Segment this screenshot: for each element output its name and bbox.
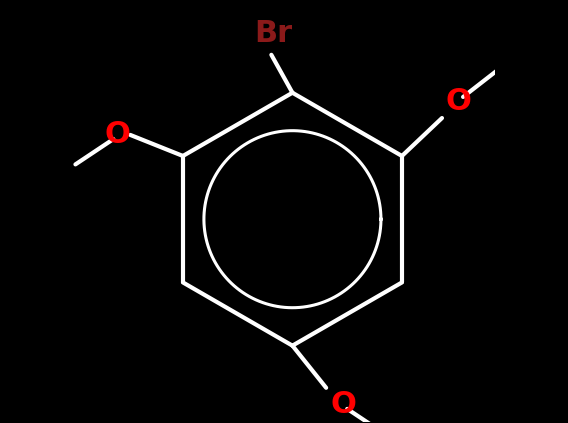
Text: O: O xyxy=(330,390,356,419)
Text: O: O xyxy=(105,121,131,149)
Text: Br: Br xyxy=(254,19,293,48)
Text: O: O xyxy=(446,87,472,115)
